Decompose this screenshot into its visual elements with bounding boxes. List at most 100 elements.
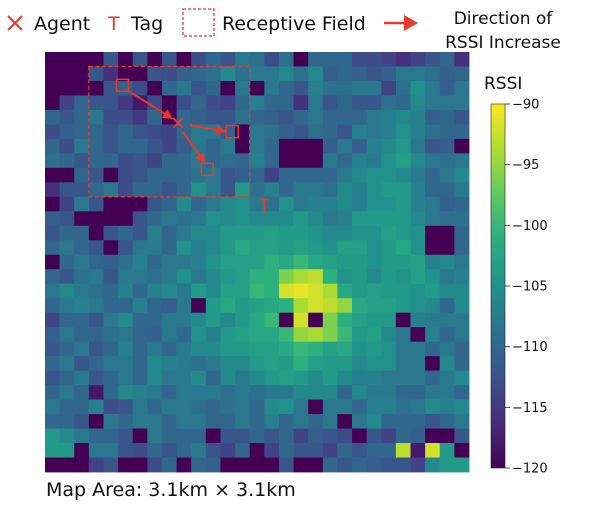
heatmap-cell (352, 95, 368, 111)
heatmap-cell (337, 312, 353, 328)
heatmap-cell (439, 211, 455, 227)
heatmap-cell (410, 269, 426, 285)
heatmap-cell (88, 80, 104, 96)
heatmap-cell (264, 414, 280, 429)
heatmap-cell (220, 80, 236, 96)
heatmap-cell (395, 283, 411, 299)
heatmap-cell (278, 109, 294, 125)
heatmap-cell (176, 66, 192, 82)
heatmap-cell (103, 399, 119, 415)
heatmap-cell (45, 225, 61, 241)
probe-cell-marker (225, 124, 239, 139)
heatmap-cell (74, 196, 90, 212)
heatmap-cell (205, 428, 221, 444)
heatmap-cell (74, 80, 90, 96)
heatmap-cell (220, 66, 236, 82)
heatmap-cell (235, 66, 251, 82)
heatmap-cell (454, 124, 470, 140)
heatmap-cell (88, 298, 104, 314)
heatmap-cell (161, 341, 177, 357)
heatmap-cell (176, 254, 192, 270)
heatmap-cell (176, 385, 192, 400)
heatmap-cell (176, 457, 192, 473)
heatmap-cell (103, 414, 119, 429)
heatmap-cell (352, 269, 368, 285)
heatmap-cell (278, 341, 294, 357)
heatmap-cell (381, 385, 397, 400)
heatmap-cell (161, 167, 177, 183)
heatmap-cell (118, 269, 134, 285)
heatmap-cell (352, 196, 368, 212)
heatmap-cell (45, 66, 61, 82)
heatmap-cell (147, 240, 163, 256)
heatmap-cell (395, 52, 411, 67)
heatmap-cell (381, 341, 397, 357)
heatmap-cell (132, 341, 148, 357)
heatmap-cell (74, 254, 90, 270)
heatmap-cell (454, 254, 470, 270)
heatmap-cell (425, 254, 441, 270)
heatmap-cell (439, 254, 455, 270)
heatmap-cell (293, 327, 309, 343)
heatmap-cell (132, 457, 148, 473)
heatmap-cell (220, 124, 236, 140)
heatmap-cell (161, 414, 177, 429)
heatmap-cell (395, 341, 411, 357)
heatmap-cell (337, 298, 353, 314)
heatmap-cell (103, 138, 119, 154)
heatmap-cell (88, 327, 104, 343)
heatmap-cell (118, 370, 134, 386)
heatmap-cell (278, 356, 294, 372)
heatmap-cell (45, 269, 61, 285)
heatmap-cell (439, 327, 455, 343)
legend: Agent T Tag Receptive Field Direction of… (7, 8, 561, 53)
heatmap-cell (352, 457, 368, 473)
heatmap-cell (59, 109, 75, 125)
heatmap-cell (278, 182, 294, 198)
heatmap-cell (366, 80, 382, 96)
heatmap-cell (45, 356, 61, 372)
heatmap-cell (366, 254, 382, 270)
heatmap-cell (45, 52, 61, 67)
heatmap-cell (59, 80, 75, 96)
heatmap-cell (308, 457, 324, 473)
heatmap-cell (205, 283, 221, 299)
heatmap-cell (88, 240, 104, 256)
heatmap-cell (176, 196, 192, 212)
tag-legend-label: Tag (130, 13, 163, 35)
heatmap-cell (381, 428, 397, 444)
heatmap-cell (132, 52, 148, 67)
heatmap-cell (176, 414, 192, 429)
heatmap-cell (118, 385, 134, 400)
heatmap-cell (103, 385, 119, 400)
heatmap-cell (45, 167, 61, 183)
heatmap-cell (88, 269, 104, 285)
heatmap-cell (45, 182, 61, 198)
heatmap-cell (59, 211, 75, 227)
heatmap-cell (249, 385, 265, 400)
heatmap-cell (45, 327, 61, 343)
heatmap-cell (352, 283, 368, 299)
heatmap-cell (147, 414, 163, 429)
heatmap-cell (205, 66, 221, 82)
heatmap-cell (308, 109, 324, 125)
heatmap-cell (308, 269, 324, 285)
heatmap-cell (454, 167, 470, 183)
heatmap-cell (176, 269, 192, 285)
colorbar-tick-label: −120 (512, 462, 548, 477)
heatmap-cell (147, 109, 163, 125)
heatmap-cell (293, 95, 309, 111)
heatmap-cell (439, 298, 455, 314)
heatmap-cell (366, 211, 382, 227)
heatmap-cell (439, 385, 455, 400)
heatmap-cell (147, 356, 163, 372)
heatmap-cell (425, 414, 441, 429)
heatmap-cell (249, 240, 265, 256)
heatmap-cell (191, 428, 207, 444)
heatmap-cell (410, 341, 426, 357)
heatmap-cell (45, 95, 61, 111)
heatmap-cell (454, 109, 470, 125)
heatmap-cell (395, 399, 411, 415)
heatmap-cell (264, 283, 280, 299)
heatmap-cell (88, 356, 104, 372)
